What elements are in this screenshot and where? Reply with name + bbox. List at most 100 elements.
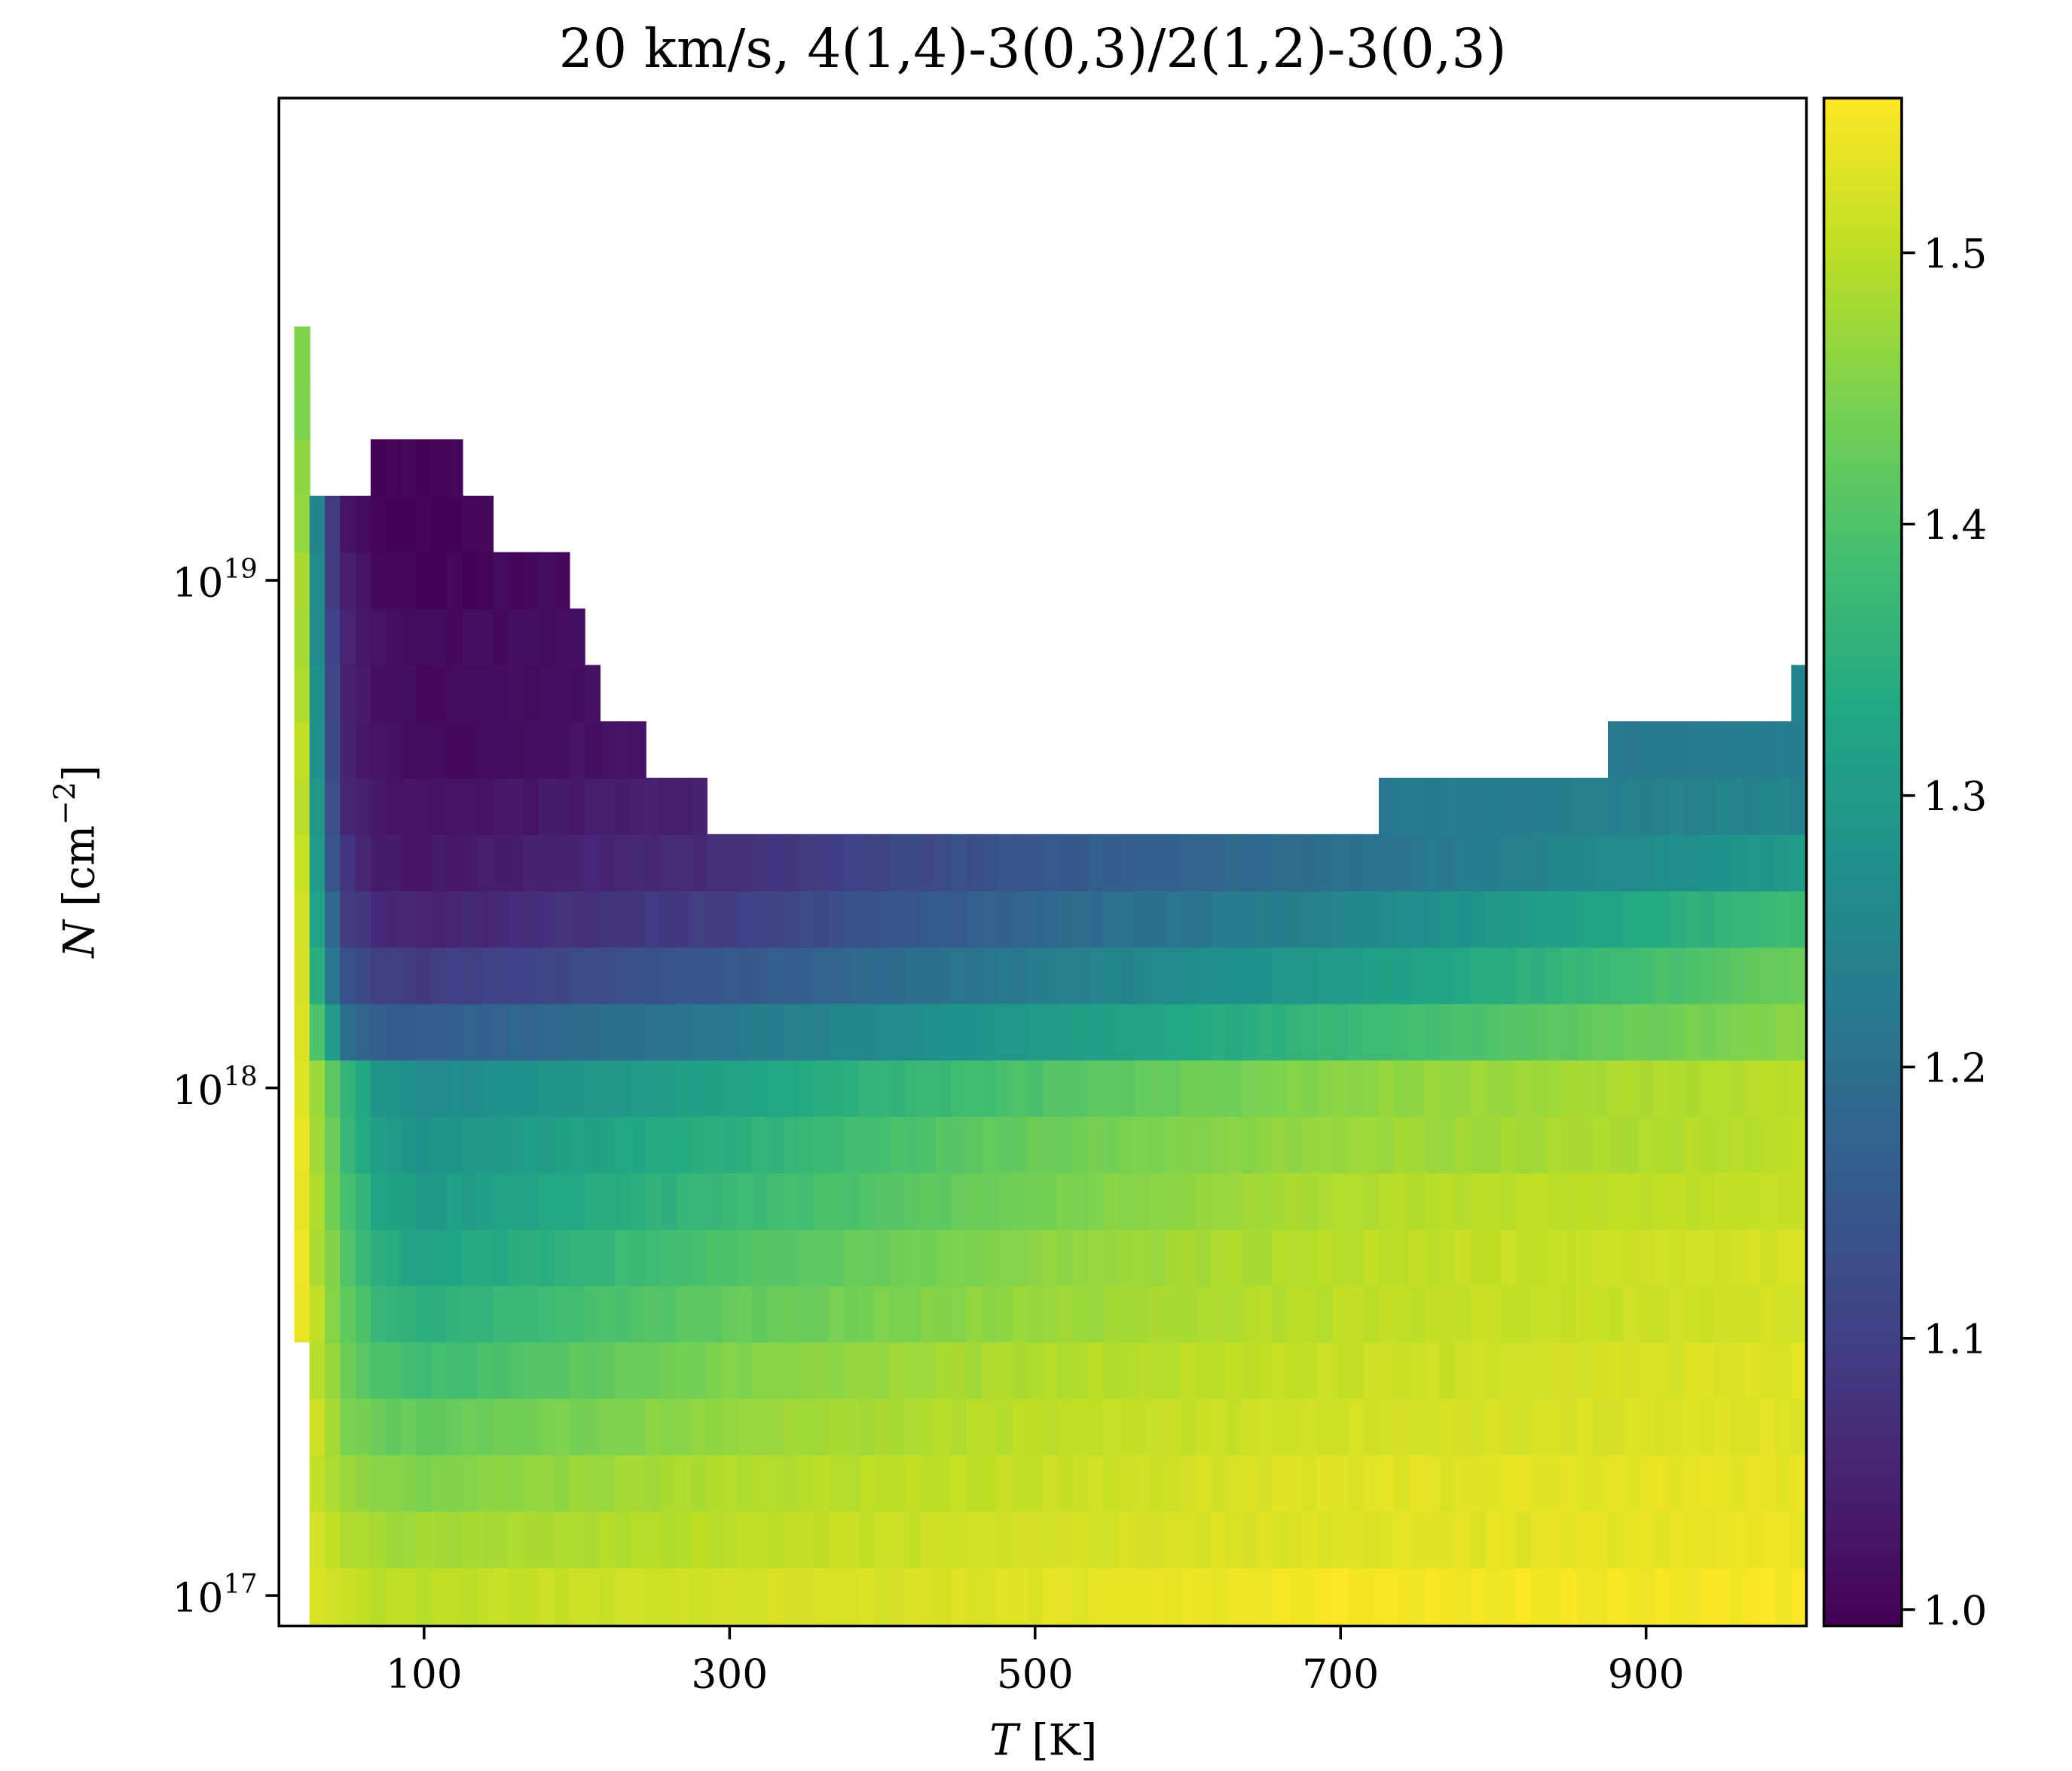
heatmap-cell (1058, 1115, 1074, 1173)
heatmap-cell (1730, 1060, 1747, 1118)
heatmap-cell (1470, 1567, 1487, 1625)
heatmap-cell (1165, 834, 1181, 892)
heatmap-cell (538, 1172, 555, 1230)
heatmap-cell (1226, 1398, 1242, 1456)
colorbar-segment (1823, 1228, 1902, 1237)
heatmap-cell (752, 1285, 769, 1343)
heatmap-cell (1608, 1003, 1624, 1061)
heatmap-cell (1684, 1003, 1701, 1061)
heatmap-cell (1440, 1060, 1456, 1118)
heatmap-cell (1623, 947, 1640, 1005)
heatmap-cell (752, 1060, 769, 1118)
heatmap-cell (1394, 1567, 1410, 1625)
heatmap-cell (1638, 1228, 1655, 1286)
heatmap-cell (1317, 834, 1334, 892)
heatmap-cell (1699, 777, 1716, 835)
heatmap-cell (508, 1060, 524, 1118)
heatmap-cell (569, 1115, 585, 1173)
heatmap-cell (1730, 1003, 1747, 1061)
colorbar-segment (1823, 1526, 1902, 1535)
heatmap-cell (416, 552, 433, 610)
heatmap-cell (309, 1454, 326, 1512)
heatmap-cell (1149, 947, 1166, 1005)
heatmap-cell (645, 890, 662, 948)
heatmap-cell (477, 665, 494, 723)
heatmap-cell (508, 1172, 524, 1230)
heatmap-cell (859, 1398, 876, 1456)
heatmap-cell (1714, 1454, 1731, 1512)
heatmap-cell (1623, 890, 1640, 948)
heatmap-cell (844, 947, 860, 1005)
heatmap-cell (1042, 1285, 1059, 1343)
heatmap-cell (798, 1398, 814, 1456)
heatmap-cell (1348, 1341, 1365, 1399)
heatmap-cell (1791, 1172, 1808, 1230)
heatmap-cell (1531, 1228, 1548, 1286)
heatmap-cell (1210, 1172, 1227, 1230)
heatmap-cell (798, 1172, 814, 1230)
heatmap-cell (813, 834, 830, 892)
colorbar-segment (1823, 1457, 1902, 1467)
heatmap-cell (1195, 1003, 1212, 1061)
heatmap-cell (1378, 1567, 1395, 1625)
heatmap-cell (1608, 777, 1624, 835)
heatmap-cell (1684, 890, 1701, 948)
heatmap-cell (1623, 1172, 1640, 1230)
colorbar-segment (1823, 1542, 1902, 1551)
colorbar-segment (1823, 556, 1902, 565)
heatmap-cell (1485, 1398, 1502, 1456)
heatmap-cell (1226, 834, 1242, 892)
heatmap-cell (1760, 721, 1777, 779)
heatmap-cell (1562, 890, 1578, 948)
heatmap-cell (477, 947, 494, 1005)
heatmap-cell (1669, 1398, 1685, 1456)
heatmap-cell (355, 1115, 371, 1173)
heatmap-cell (1577, 947, 1594, 1005)
heatmap-cell (1302, 1115, 1319, 1173)
heatmap-cell (1088, 1228, 1105, 1286)
heatmap-cell (1165, 1172, 1181, 1230)
heatmap-cell (1745, 1060, 1762, 1118)
heatmap-cell (508, 552, 524, 610)
heatmap-cell (1042, 1228, 1059, 1286)
heatmap-cell (416, 1510, 433, 1568)
heatmap-cell (431, 947, 448, 1005)
heatmap-cell (691, 1285, 707, 1343)
heatmap-cell (1608, 1341, 1624, 1399)
colorbar-segment (1823, 327, 1902, 336)
colorbar-segment (1823, 610, 1902, 619)
heatmap-cell (1516, 1454, 1533, 1512)
heatmap-cell (370, 1060, 387, 1118)
heatmap-cell (477, 1172, 494, 1230)
heatmap-cell (874, 1510, 891, 1568)
heatmap-cell (294, 890, 310, 948)
heatmap-cell (1745, 1510, 1762, 1568)
heatmap-cell (523, 890, 539, 948)
heatmap-cell (798, 1285, 814, 1343)
heatmap-cell (829, 1398, 845, 1456)
heatmap-cell (661, 834, 677, 892)
heatmap-cell (1012, 947, 1028, 1005)
heatmap-cell (676, 947, 692, 1005)
heatmap-cell (1256, 834, 1273, 892)
heatmap-cell (386, 1003, 402, 1061)
heatmap-cell (1348, 890, 1365, 948)
heatmap-cell (1180, 1285, 1196, 1343)
heatmap-cell (1180, 1454, 1196, 1512)
heatmap-cell (935, 1060, 952, 1118)
heatmap-cell (1684, 721, 1701, 779)
heatmap-cell (462, 1172, 478, 1230)
heatmap-cell (554, 834, 570, 892)
heatmap-cell (859, 1510, 876, 1568)
heatmap-cell (676, 890, 692, 948)
heatmap-cell (523, 1567, 539, 1625)
heatmap-cell (370, 439, 387, 497)
heatmap-cell (1455, 1003, 1471, 1061)
heatmap-cell (997, 1398, 1013, 1456)
heatmap-cell (966, 1510, 983, 1568)
heatmap-cell (1287, 947, 1303, 1005)
heatmap-cell (1653, 1454, 1670, 1512)
colorbar-segment (1823, 1389, 1902, 1398)
heatmap-cell (309, 552, 326, 610)
heatmap-cell (401, 1454, 417, 1512)
